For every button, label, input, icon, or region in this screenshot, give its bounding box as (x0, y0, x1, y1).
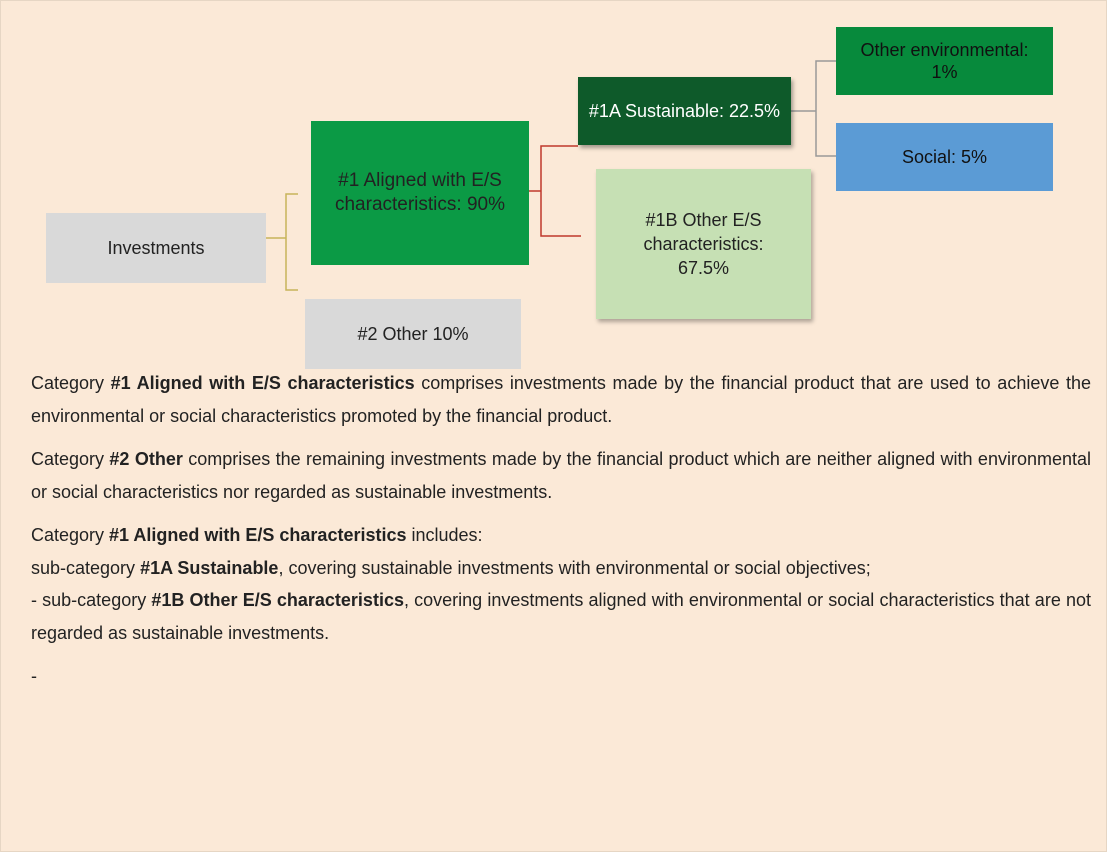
node-investments: Investments (46, 213, 266, 283)
text: Category (31, 525, 110, 545)
text: , covering investments aligned with envi… (31, 590, 1092, 643)
text: - (31, 666, 37, 686)
text: comprises investments made by the financ… (31, 373, 1091, 426)
paragraph: sub-category #1A Sustainable, covering s… (31, 552, 1091, 585)
paragraph: - sub-category #1B Other E/S characteris… (31, 584, 1091, 649)
node-other-es: #1B Other E/S characteristics: 67.5% (596, 169, 811, 319)
explanation-text: Category #1 Aligned with E/S characteris… (31, 367, 1091, 704)
text: comprises the remaining investments made… (31, 449, 1091, 502)
connector (540, 145, 581, 237)
text: includes: (406, 525, 483, 545)
bold-text: #2 Other (109, 449, 183, 469)
text: sub-category (31, 557, 141, 578)
node-aligned: #1 Aligned with E/S characteristics: 90% (311, 121, 529, 265)
text: - (31, 590, 37, 610)
paragraph: Category #2 Other comprises the remainin… (31, 443, 1091, 508)
node-social: Social: 5% (836, 123, 1053, 191)
text: sub-category (37, 590, 152, 610)
node-other: #2 Other 10% (305, 299, 521, 369)
connector (285, 193, 298, 291)
bold-text: #1 Aligned with E/S characteristics (110, 373, 415, 393)
text: , covering sustainable investments with … (278, 557, 871, 578)
bold-text: #1 Aligned with E/S characteristics (109, 525, 407, 545)
node-sustainable: #1A Sustainable: 22.5% (578, 77, 791, 145)
bold-text: #1B Other E/S characteristics (151, 590, 404, 610)
connector (815, 60, 836, 157)
paragraph: - (31, 660, 1091, 693)
text: Category (31, 373, 111, 393)
text: Category (31, 449, 110, 469)
connectors (266, 60, 836, 291)
bold-text: #1A Sustainable (140, 557, 279, 578)
node-other-environmental: Other environmental: 1% (836, 27, 1053, 95)
paragraph: Category #1 Aligned with E/S characteris… (31, 367, 1091, 432)
paragraph: Category #1 Aligned with E/S characteris… (31, 519, 1091, 552)
